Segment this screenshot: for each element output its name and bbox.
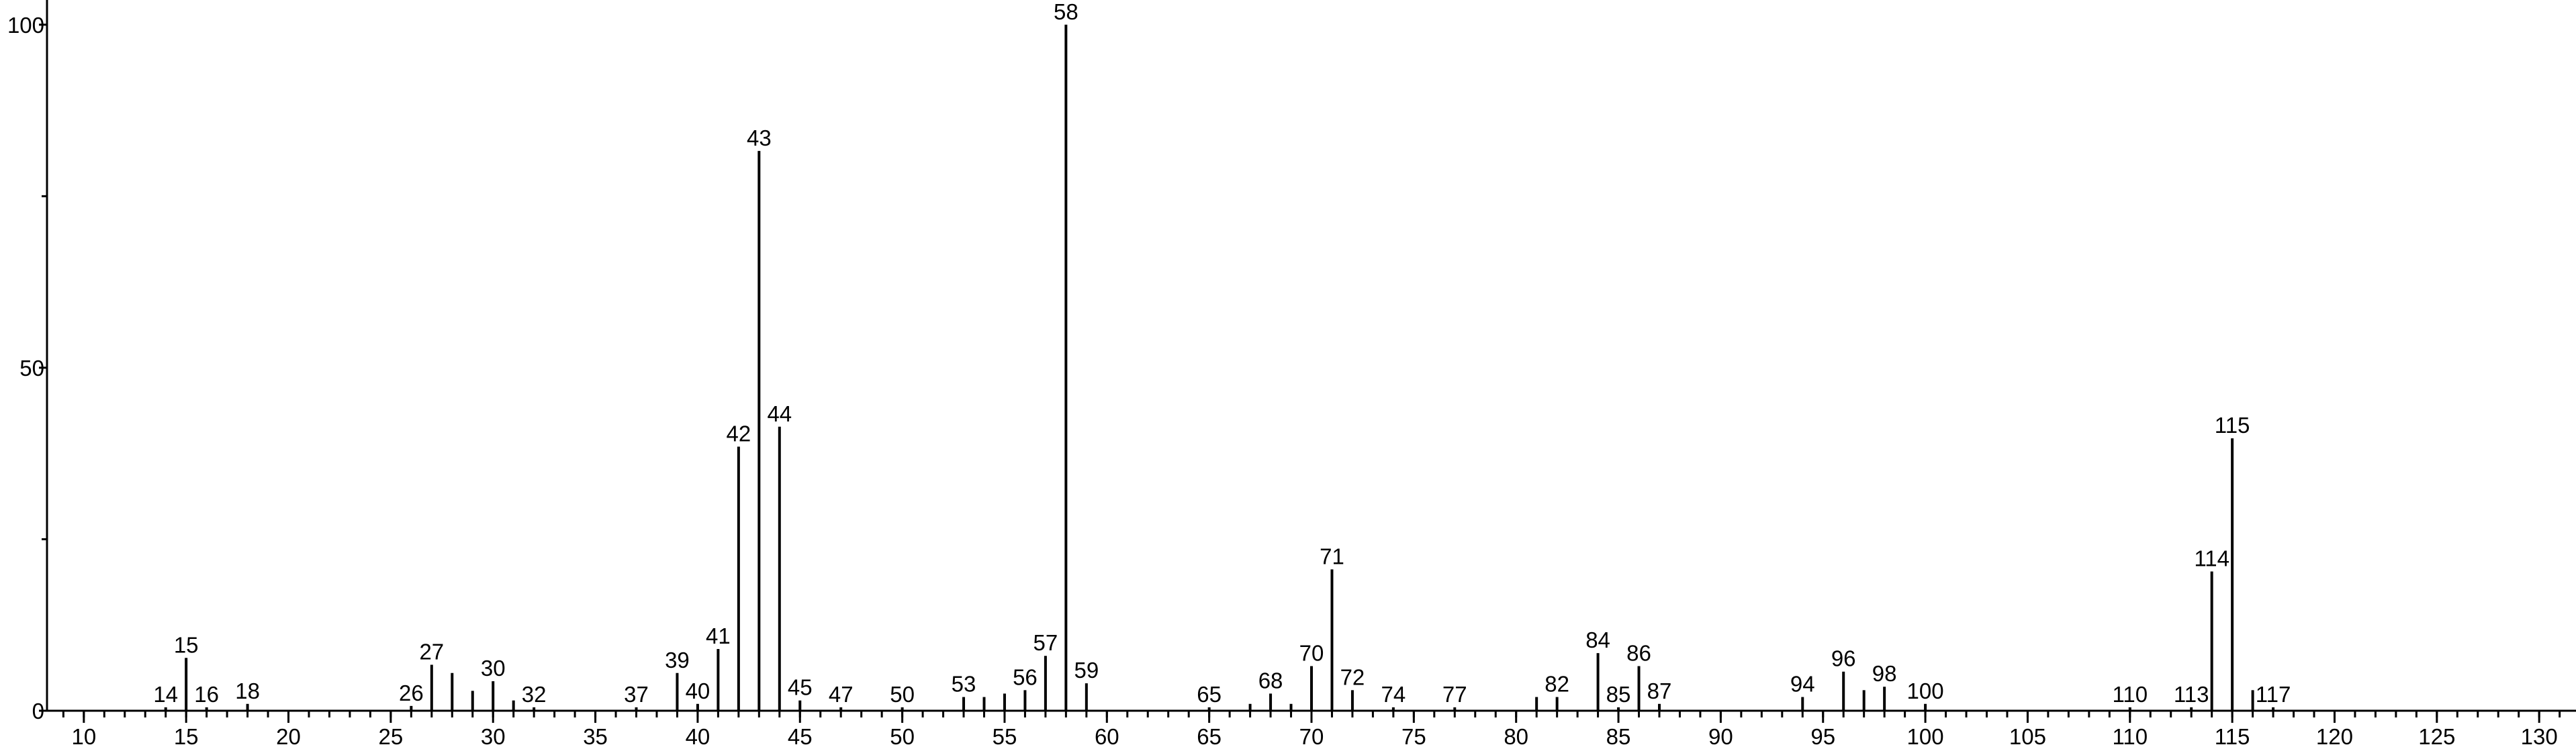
peak-label: 72 [1340,664,1365,689]
peak-label: 68 [1258,668,1283,693]
peak-label: 32 [522,682,547,707]
peak-label: 82 [1545,672,1569,697]
peak-label: 30 [481,656,506,681]
x-tick-label: 70 [1299,724,1324,749]
peak-label: 18 [235,679,260,703]
peak-label: 114 [2194,546,2229,570]
x-tick-label: 35 [583,724,608,749]
peak-label: 50 [890,682,915,707]
x-tick-label: 80 [1504,724,1528,749]
x-tick-label: 100 [1907,724,1944,749]
peak-label: 39 [665,648,690,672]
peak-label: 86 [1626,641,1651,666]
x-tick-label: 110 [2112,724,2148,749]
x-tick-label: 20 [276,724,301,749]
x-tick-label: 95 [1810,724,1835,749]
x-tick-label: 10 [71,724,96,749]
peak-label: 27 [419,640,444,664]
peak-label: 16 [194,682,219,707]
peak-label: 117 [2256,682,2291,707]
peak-label: 56 [1013,664,1038,689]
x-tick-label: 15 [174,724,199,749]
peak-label: 37 [624,682,649,707]
y-tick-label: 0 [32,699,44,723]
y-tick-label: 50 [19,356,44,381]
peak-label: 71 [1320,544,1344,568]
peak-label: 96 [1831,646,1856,671]
peak-label: 53 [952,672,976,697]
peak-label: 44 [767,401,792,426]
x-tick-label: 40 [686,724,710,749]
peak-label: 42 [727,421,751,446]
x-tick-label: 85 [1606,724,1631,749]
peak-label: 87 [1647,679,1672,703]
peak-label: 77 [1442,682,1467,707]
x-tick-label: 55 [993,724,1017,749]
peak-label: 14 [153,682,178,707]
peak-label: 26 [399,681,424,705]
x-tick-label: 130 [2521,724,2558,749]
peak-label: 58 [1054,0,1078,24]
peak-label: 110 [2112,682,2148,707]
x-tick-label: 30 [481,724,506,749]
peak-label: 57 [1033,630,1058,655]
x-tick-label: 90 [1708,724,1733,749]
x-tick-label: 75 [1401,724,1426,749]
x-tick-label: 120 [2316,724,2353,749]
peak-label: 40 [686,679,710,703]
peak-label: 98 [1872,661,1897,686]
x-tick-label: 25 [379,724,404,749]
x-tick-label: 50 [890,724,915,749]
peak-label: 43 [747,126,772,150]
x-tick-label: 115 [2215,724,2250,749]
y-tick-label: 100 [7,13,44,38]
peak-label: 70 [1299,641,1324,666]
peak-label: 100 [1907,679,1944,703]
peak-label: 113 [2174,682,2209,707]
x-tick-label: 65 [1197,724,1222,749]
peak-label: 59 [1074,658,1099,683]
peak-label: 94 [1790,672,1815,697]
peak-label: 84 [1585,628,1610,652]
peak-label: 45 [788,675,813,700]
x-tick-label: 105 [2009,724,2046,749]
peak-label: 74 [1381,682,1406,707]
peak-label: 47 [829,682,854,707]
peak-label: 65 [1197,682,1222,707]
x-tick-label: 125 [2418,724,2455,749]
peak-label: 85 [1606,682,1631,707]
x-tick-label: 45 [788,724,813,749]
peak-label: 15 [174,632,199,657]
peak-label: 41 [706,623,731,648]
x-tick-label: 60 [1095,724,1119,749]
peak-label: 115 [2215,413,2250,438]
